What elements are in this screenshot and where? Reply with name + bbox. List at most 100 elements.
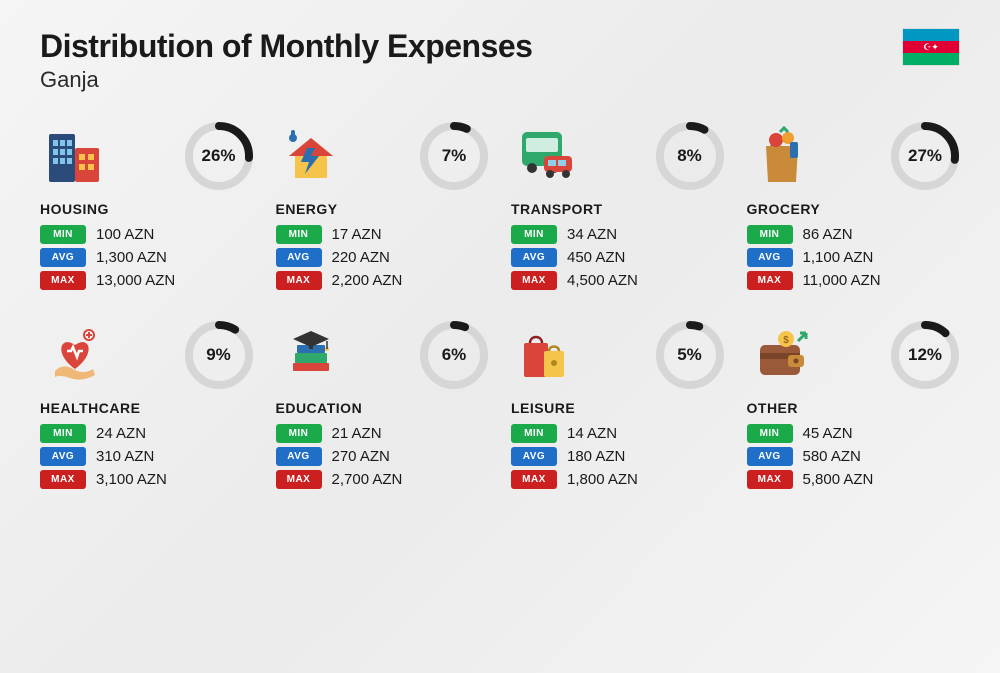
category-name: EDUCATION [276,400,490,416]
percent-label: 9% [184,320,254,390]
max-value: 3,100 AZN [96,471,167,488]
percent-label: 12% [890,320,960,390]
avg-row: AVG 310 AZN [40,447,254,466]
max-badge: MAX [40,470,86,489]
min-badge: MIN [747,424,793,443]
min-value: 86 AZN [803,226,853,243]
max-value: 13,000 AZN [96,272,175,289]
max-value: 2,200 AZN [332,272,403,289]
heart-hand-icon [40,320,110,390]
min-value: 24 AZN [96,425,146,442]
avg-value: 180 AZN [567,448,625,465]
min-badge: MIN [511,225,557,244]
max-row: MAX 13,000 AZN [40,271,254,290]
percent-donut: 7% [419,121,489,191]
min-row: MIN 34 AZN [511,225,725,244]
avg-row: AVG 1,100 AZN [747,248,961,267]
page-title: Distribution of Monthly Expenses [40,28,532,65]
percent-donut: 6% [419,320,489,390]
avg-value: 220 AZN [332,249,390,266]
percent-label: 8% [655,121,725,191]
min-badge: MIN [511,424,557,443]
min-badge: MIN [40,424,86,443]
min-row: MIN 45 AZN [747,424,961,443]
min-row: MIN 86 AZN [747,225,961,244]
category-grid: 26% HOUSING MIN 100 AZN AVG 1,300 AZN MA… [40,121,960,493]
category-card-healthcare: 9% HEALTHCARE MIN 24 AZN AVG 310 AZN MAX… [40,320,254,493]
min-badge: MIN [276,424,322,443]
max-value: 4,500 AZN [567,272,638,289]
title-block: Distribution of Monthly Expenses Ganja [40,28,532,93]
avg-value: 580 AZN [803,448,861,465]
avg-badge: AVG [276,248,322,267]
max-row: MAX 2,200 AZN [276,271,490,290]
avg-value: 1,100 AZN [803,249,874,266]
avg-badge: AVG [511,447,557,466]
avg-row: AVG 180 AZN [511,447,725,466]
category-card-housing: 26% HOUSING MIN 100 AZN AVG 1,300 AZN MA… [40,121,254,294]
category-name: ENERGY [276,201,490,217]
max-value: 11,000 AZN [803,272,881,289]
max-badge: MAX [747,470,793,489]
shopping-bags-icon [511,320,581,390]
max-row: MAX 1,800 AZN [511,470,725,489]
min-value: 14 AZN [567,425,617,442]
max-row: MAX 4,500 AZN [511,271,725,290]
category-card-transport: 8% TRANSPORT MIN 34 AZN AVG 450 AZN MAX … [511,121,725,294]
grocery-bag-icon [747,121,817,191]
avg-badge: AVG [276,447,322,466]
percent-donut: 26% [184,121,254,191]
min-value: 100 AZN [96,226,154,243]
min-value: 17 AZN [332,226,382,243]
max-value: 2,700 AZN [332,471,403,488]
max-badge: MAX [511,271,557,290]
min-badge: MIN [747,225,793,244]
max-badge: MAX [511,470,557,489]
avg-row: AVG 270 AZN [276,447,490,466]
category-card-education: 6% EDUCATION MIN 21 AZN AVG 270 AZN MAX … [276,320,490,493]
max-row: MAX 3,100 AZN [40,470,254,489]
avg-row: AVG 450 AZN [511,248,725,267]
wallet-icon: $ [747,320,817,390]
category-name: HOUSING [40,201,254,217]
category-name: TRANSPORT [511,201,725,217]
percent-label: 6% [419,320,489,390]
percent-donut: 27% [890,121,960,191]
header: Distribution of Monthly Expenses Ganja ☪… [40,28,960,93]
min-badge: MIN [40,225,86,244]
max-badge: MAX [276,271,322,290]
percent-label: 27% [890,121,960,191]
percent-donut: 12% [890,320,960,390]
avg-value: 450 AZN [567,249,625,266]
min-row: MIN 21 AZN [276,424,490,443]
min-value: 45 AZN [803,425,853,442]
percent-donut: 5% [655,320,725,390]
category-name: LEISURE [511,400,725,416]
category-card-energy: 7% ENERGY MIN 17 AZN AVG 220 AZN MAX 2,2… [276,121,490,294]
avg-row: AVG 1,300 AZN [40,248,254,267]
azerbaijan-flag-icon: ☪✦ [902,28,960,66]
avg-value: 310 AZN [96,448,154,465]
category-card-other: $ 12% OTHER MIN 45 AZN AVG 580 AZN MAX 5… [747,320,961,493]
category-name: HEALTHCARE [40,400,254,416]
svg-text:$: $ [783,335,789,346]
avg-badge: AVG [747,447,793,466]
min-badge: MIN [276,225,322,244]
page-subtitle: Ganja [40,67,532,93]
max-badge: MAX [276,470,322,489]
avg-badge: AVG [40,447,86,466]
percent-donut: 9% [184,320,254,390]
max-value: 1,800 AZN [567,471,638,488]
max-row: MAX 2,700 AZN [276,470,490,489]
category-card-grocery: 27% GROCERY MIN 86 AZN AVG 1,100 AZN MAX… [747,121,961,294]
avg-value: 1,300 AZN [96,249,167,266]
min-row: MIN 14 AZN [511,424,725,443]
percent-label: 5% [655,320,725,390]
books-cap-icon [276,320,346,390]
avg-row: AVG 580 AZN [747,447,961,466]
avg-row: AVG 220 AZN [276,248,490,267]
category-name: OTHER [747,400,961,416]
avg-badge: AVG [40,248,86,267]
category-name: GROCERY [747,201,961,217]
buildings-icon [40,121,110,191]
